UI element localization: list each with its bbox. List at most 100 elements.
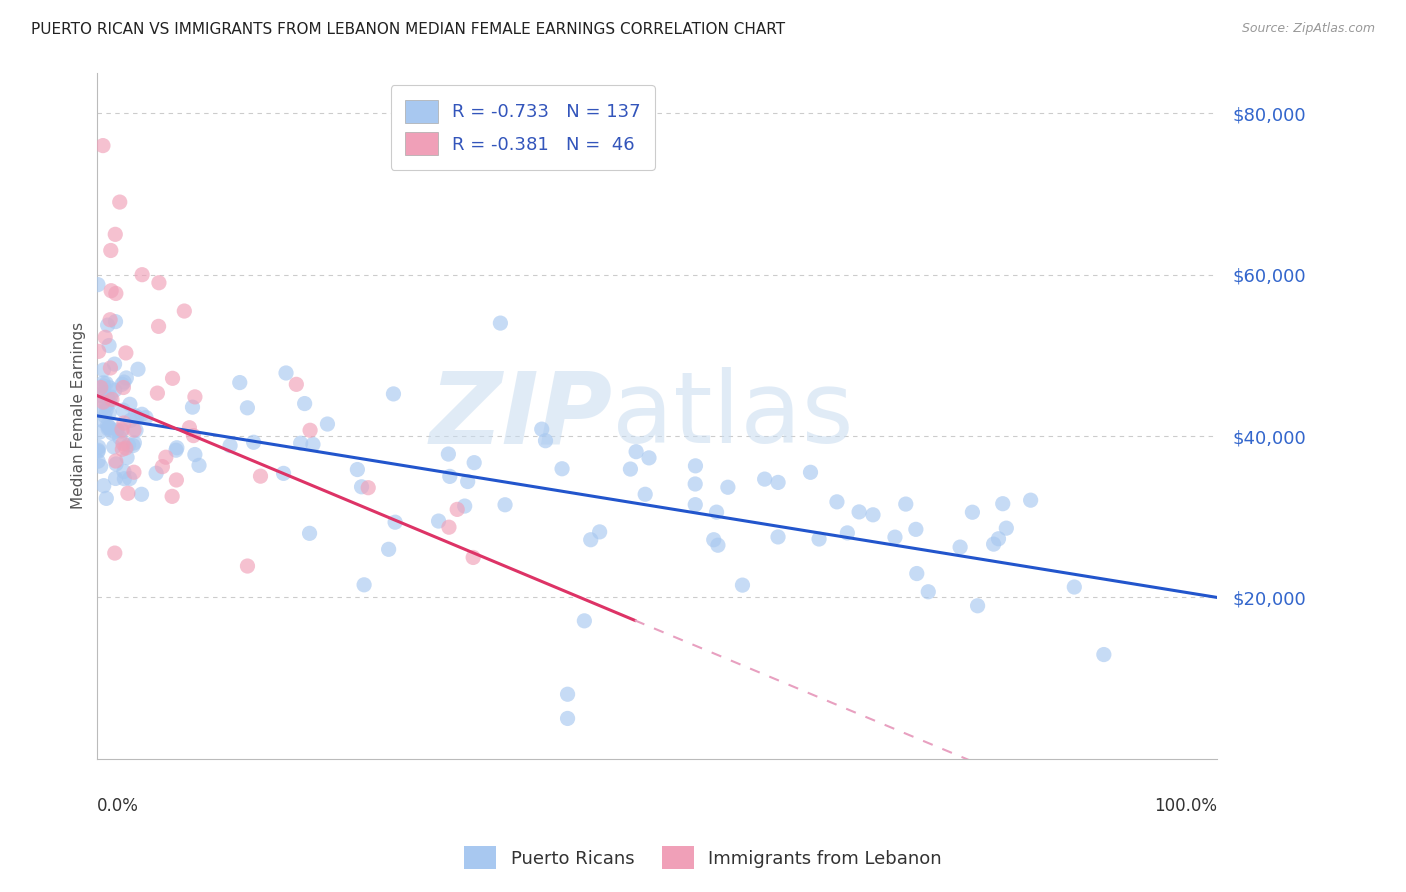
Point [122, 465, 145, 479]
Point [87, 443, 110, 458]
Point [290, 436, 312, 450]
Point [634, 487, 657, 501]
Point [731, 578, 754, 592]
Point [131, 407, 153, 421]
Text: 0.0%: 0.0% [97, 797, 139, 814]
Point [91, 414, 114, 428]
Point [98, 312, 121, 326]
Point [97, 421, 120, 435]
Point [117, 486, 139, 500]
Point [115, 346, 138, 360]
Point [118, 472, 141, 486]
Point [111, 442, 134, 457]
Point [236, 401, 259, 415]
Point [93, 478, 115, 492]
Point [557, 687, 579, 701]
Point [285, 377, 308, 392]
Point [1092, 648, 1115, 662]
Point [384, 515, 406, 529]
Point [127, 362, 149, 376]
Point [150, 459, 173, 474]
Point [160, 489, 183, 503]
Point [534, 434, 557, 448]
Point [115, 371, 138, 385]
Point [624, 444, 647, 458]
Point [101, 392, 124, 407]
Point [97, 420, 120, 434]
Point [91, 395, 114, 409]
Point [219, 439, 242, 453]
Point [302, 437, 325, 451]
Point [299, 423, 322, 437]
Point [242, 435, 264, 450]
Point [298, 526, 321, 541]
Point [862, 508, 884, 522]
Point [917, 584, 939, 599]
Point [454, 499, 477, 513]
Point [463, 550, 485, 565]
Point [162, 371, 184, 385]
Point [685, 498, 707, 512]
Point [229, 376, 252, 390]
Point [437, 447, 460, 461]
Point [104, 286, 127, 301]
Point [274, 366, 297, 380]
Point [112, 380, 135, 394]
Point [108, 431, 131, 445]
Point [983, 537, 1005, 551]
Point [894, 497, 917, 511]
Point [799, 465, 821, 479]
Y-axis label: Median Female Earnings: Median Female Earnings [72, 322, 86, 509]
Point [995, 521, 1018, 535]
Point [111, 377, 134, 392]
Point [104, 384, 127, 398]
Point [111, 423, 134, 437]
Point [103, 425, 125, 439]
Point [96, 491, 118, 506]
Legend: Puerto Ricans, Immigrants from Lebanon: Puerto Ricans, Immigrants from Lebanon [456, 838, 950, 879]
Point [100, 284, 122, 298]
Point [1063, 580, 1085, 594]
Point [111, 424, 134, 438]
Point [98, 381, 121, 395]
Point [837, 525, 859, 540]
Legend: R = -0.733   N = 137, R = -0.381   N =  46: R = -0.733 N = 137, R = -0.381 N = 46 [391, 86, 655, 169]
Point [427, 514, 450, 528]
Point [125, 423, 148, 437]
Point [173, 304, 195, 318]
Point [808, 532, 831, 546]
Point [91, 376, 114, 390]
Point [987, 532, 1010, 546]
Point [118, 397, 141, 411]
Point [98, 406, 121, 420]
Point [124, 435, 146, 450]
Point [991, 497, 1014, 511]
Point [117, 438, 139, 452]
Point [353, 578, 375, 592]
Point [90, 459, 112, 474]
Point [884, 530, 907, 544]
Point [87, 444, 110, 458]
Point [93, 386, 115, 401]
Point [112, 472, 135, 486]
Point [96, 399, 118, 413]
Point [148, 319, 170, 334]
Point [122, 438, 145, 452]
Point [574, 614, 596, 628]
Point [181, 400, 204, 414]
Point [94, 330, 117, 344]
Point [165, 473, 187, 487]
Point [108, 195, 131, 210]
Point [766, 475, 789, 490]
Point [112, 375, 135, 389]
Point [87, 277, 110, 292]
Point [962, 505, 984, 519]
Point [457, 475, 479, 489]
Text: 100.0%: 100.0% [1154, 797, 1218, 814]
Point [685, 458, 707, 473]
Point [184, 390, 207, 404]
Point [90, 380, 112, 394]
Point [249, 469, 271, 483]
Point [382, 387, 405, 401]
Point [112, 403, 135, 417]
